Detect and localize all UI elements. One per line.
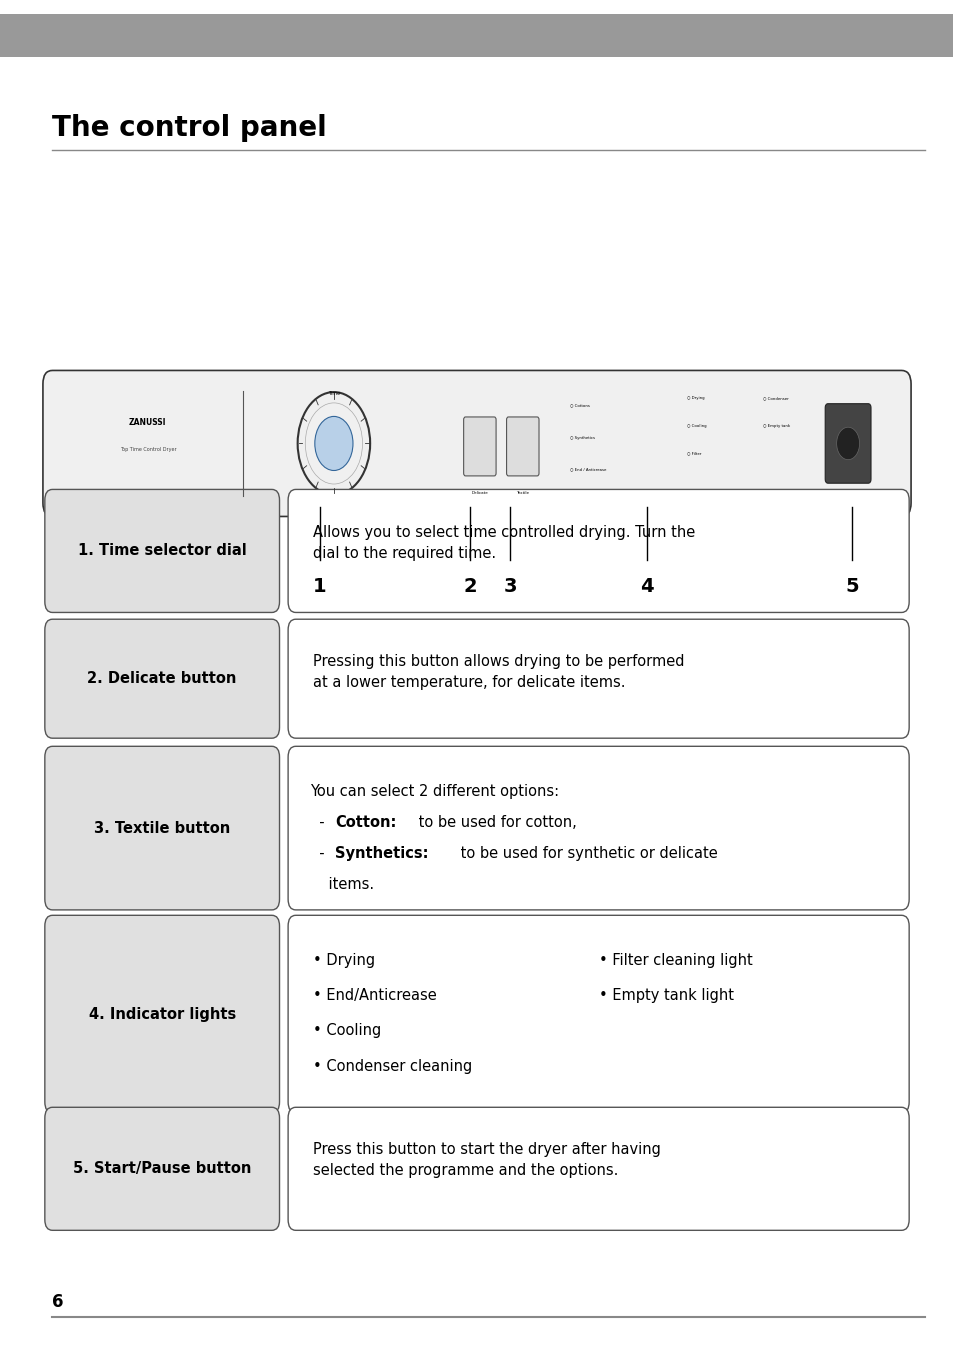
Circle shape: [314, 416, 353, 470]
FancyBboxPatch shape: [45, 1107, 279, 1230]
Text: 5: 5: [844, 577, 858, 596]
Text: Top Time Control Dryer: Top Time Control Dryer: [119, 448, 176, 452]
Text: 6: 6: [52, 1294, 64, 1311]
Text: 3. Textile button: 3. Textile button: [94, 821, 230, 836]
Text: to be used for cotton,: to be used for cotton,: [414, 815, 577, 830]
FancyBboxPatch shape: [45, 915, 279, 1113]
Text: 1. Time selector dial: 1. Time selector dial: [78, 544, 246, 558]
Text: 5. Start/Pause button: 5. Start/Pause button: [73, 1161, 251, 1176]
Text: ○ Drying: ○ Drying: [686, 396, 703, 400]
FancyBboxPatch shape: [506, 416, 538, 476]
Text: • End/Anticrease: • End/Anticrease: [313, 988, 436, 1003]
Text: to be used for synthetic or delicate: to be used for synthetic or delicate: [455, 846, 717, 861]
FancyBboxPatch shape: [0, 14, 953, 57]
Text: 4: 4: [639, 577, 653, 596]
Text: ○ End / Anticrease: ○ End / Anticrease: [570, 468, 606, 472]
Text: ○ Condenser: ○ Condenser: [762, 396, 788, 400]
Text: -: -: [310, 815, 329, 830]
Text: ZANUSSI: ZANUSSI: [129, 418, 167, 426]
Text: 1: 1: [313, 577, 326, 596]
FancyBboxPatch shape: [288, 619, 908, 738]
FancyBboxPatch shape: [288, 489, 908, 612]
FancyBboxPatch shape: [43, 370, 910, 516]
Text: 3: 3: [503, 577, 517, 596]
Text: Synthetics:: Synthetics:: [335, 846, 428, 861]
Text: • Filter cleaning light: • Filter cleaning light: [598, 953, 752, 968]
Text: • Drying: • Drying: [313, 953, 375, 968]
Text: ○ Cooling: ○ Cooling: [686, 423, 706, 427]
Text: The control panel: The control panel: [52, 114, 327, 142]
FancyBboxPatch shape: [45, 489, 279, 612]
FancyBboxPatch shape: [288, 746, 908, 910]
Text: ○ Empty tank: ○ Empty tank: [762, 423, 789, 427]
Text: Press this button to start the dryer after having
selected the programme and the: Press this button to start the dryer aft…: [313, 1142, 660, 1179]
Text: ○ Filter: ○ Filter: [686, 452, 700, 456]
FancyBboxPatch shape: [824, 404, 870, 483]
Text: You can select 2 different options:: You can select 2 different options:: [310, 784, 558, 799]
Circle shape: [836, 427, 859, 460]
Text: Allows you to select time controlled drying. Turn the
dial to the required time.: Allows you to select time controlled dry…: [313, 525, 695, 561]
FancyBboxPatch shape: [288, 915, 908, 1113]
Text: • Cooling: • Cooling: [313, 1023, 381, 1038]
Text: Cotton:: Cotton:: [335, 815, 395, 830]
Text: -: -: [310, 846, 329, 861]
Text: items.: items.: [310, 877, 374, 892]
Text: • Empty tank light: • Empty tank light: [598, 988, 733, 1003]
FancyBboxPatch shape: [463, 416, 496, 476]
FancyBboxPatch shape: [288, 1107, 908, 1230]
Text: 4. Indicator lights: 4. Indicator lights: [89, 1006, 235, 1022]
Text: Textile: Textile: [516, 491, 529, 495]
Text: Pressing this button allows drying to be performed
at a lower temperature, for d: Pressing this button allows drying to be…: [313, 654, 683, 691]
FancyBboxPatch shape: [45, 746, 279, 910]
FancyBboxPatch shape: [45, 619, 279, 738]
Text: 2: 2: [463, 577, 476, 596]
Text: 2. Delicate button: 2. Delicate button: [88, 671, 236, 687]
Text: Delicate: Delicate: [471, 491, 488, 495]
Text: • Condenser cleaning: • Condenser cleaning: [313, 1059, 472, 1073]
Text: Time: Time: [328, 391, 339, 396]
Text: ○ Cottons: ○ Cottons: [570, 403, 590, 407]
Text: ○ Synthetics: ○ Synthetics: [570, 435, 595, 439]
